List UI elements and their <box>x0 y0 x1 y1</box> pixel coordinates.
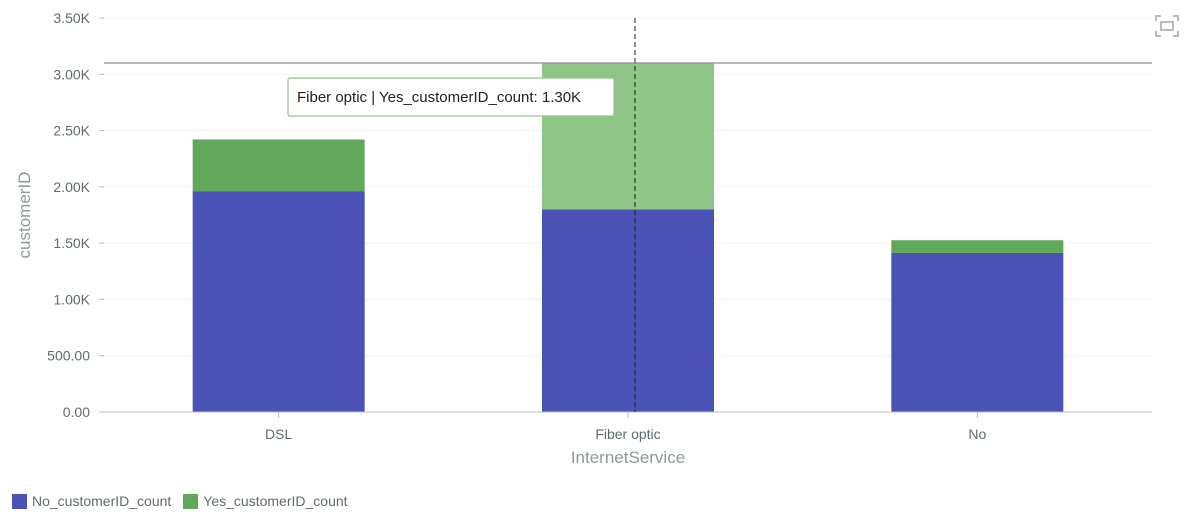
x-axis-title: InternetService <box>571 448 685 467</box>
y-tick-label: 1.50K <box>53 235 90 251</box>
legend-swatch <box>183 493 199 509</box>
y-axis: 0.00 500.00 1.00K 1.50K 2.00K 2.50K 3.00K 3.50K <box>47 10 104 420</box>
x-axis: DSL Fiber optic No <box>265 412 986 442</box>
legend-item-yes[interactable]: Yes_customerID_count <box>183 493 348 509</box>
y-tick-label: 2.50K <box>53 123 90 139</box>
tooltip-text: Fiber optic | Yes_customerID_count: 1.30… <box>297 89 581 106</box>
y-tick-label: 0.00 <box>63 404 90 420</box>
tooltip: Fiber optic | Yes_customerID_count: 1.30… <box>287 77 615 117</box>
expand-icon[interactable] <box>1154 14 1180 38</box>
bars <box>192 63 1064 412</box>
bar-segment <box>542 209 714 412</box>
y-tick-label: 2.00K <box>53 179 90 195</box>
x-tick-label: No <box>968 426 986 442</box>
x-tick-label: Fiber optic <box>595 426 660 442</box>
y-tick-label: 1.00K <box>53 291 90 307</box>
bar-segment <box>891 240 1064 253</box>
y-tick-label: 500.00 <box>47 348 90 364</box>
y-tick-label: 3.50K <box>53 10 90 26</box>
y-axis-title: customerID <box>15 172 34 259</box>
bar-segment <box>891 252 1064 412</box>
tooltip-box <box>287 77 615 117</box>
x-tick-label: DSL <box>265 426 292 442</box>
legend-swatch <box>12 493 27 509</box>
legend-label: No_customerID_count <box>32 493 172 509</box>
legend: No_customerID_count Yes_customerID_count <box>12 493 360 509</box>
y-tick-label: 3.00K <box>53 66 90 82</box>
legend-item-no[interactable]: No_customerID_count <box>12 493 171 509</box>
bar-segment <box>192 139 365 192</box>
legend-label: Yes_customerID_count <box>203 493 348 509</box>
bar-segment <box>192 191 365 412</box>
